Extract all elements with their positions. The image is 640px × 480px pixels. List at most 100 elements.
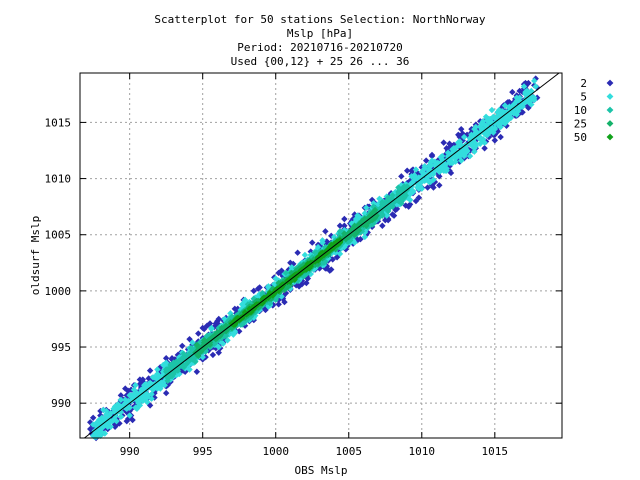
scatter-point: [341, 215, 348, 223]
scatter-point: [415, 194, 423, 201]
scatter-point: [218, 330, 225, 337]
scatter-point: [168, 366, 176, 373]
y-tick-label: 1000: [45, 285, 72, 298]
diagonal-line: [84, 72, 560, 439]
scatter-point: [379, 206, 386, 214]
scatter-point: [453, 143, 461, 151]
legend-marker: [606, 133, 614, 141]
scatter-point: [107, 410, 114, 417]
scatter-point: [513, 111, 520, 118]
scatter-point: [238, 301, 246, 308]
scatter-point: [531, 77, 538, 85]
scatter-point: [469, 133, 477, 141]
scatter-point: [117, 413, 125, 420]
scatter-point: [462, 145, 469, 152]
scatter-point: [244, 315, 252, 323]
scatter-point: [154, 366, 161, 373]
scatter-point: [200, 337, 208, 344]
scatter-point: [472, 123, 480, 131]
scatter-point: [421, 163, 428, 170]
legend-label: 2: [580, 77, 587, 90]
scatter-point: [303, 279, 310, 287]
scatter-point: [507, 114, 515, 122]
scatter-point: [219, 340, 227, 347]
scatter-point: [95, 416, 103, 424]
scatter-point: [408, 182, 415, 189]
scatter-point: [126, 412, 133, 419]
scatter-point: [458, 125, 465, 133]
scatter-point: [368, 216, 376, 224]
scatter-point: [341, 222, 348, 229]
scatter-point: [122, 396, 129, 404]
legend-marker: [606, 79, 614, 87]
scatter-point: [444, 156, 452, 163]
scatter-point: [351, 239, 358, 246]
scatter-point: [127, 397, 135, 405]
scatter-point: [485, 133, 493, 141]
scatter-point: [532, 83, 539, 90]
scatter-point: [428, 151, 436, 159]
scatter-point: [91, 428, 98, 435]
scatter-point: [348, 220, 355, 227]
x-tick-label: 990: [120, 445, 140, 458]
scatter-point: [477, 140, 484, 147]
scatter-point: [490, 113, 497, 120]
scatter-point: [351, 219, 358, 226]
scatter-point: [395, 197, 402, 205]
scatter-point: [103, 413, 110, 420]
scatter-point: [501, 102, 509, 109]
scatter-point: [466, 134, 474, 142]
chart-title: Scatterplot for 50 stations Selection: N…: [154, 13, 486, 68]
y-tick-label: 1015: [45, 116, 72, 129]
scatter-point: [402, 202, 409, 209]
y-tick-label: 1005: [45, 229, 72, 242]
scatter-point: [97, 432, 104, 439]
scatter-point: [250, 287, 258, 295]
scatter-point: [141, 384, 148, 391]
scatter-point: [345, 230, 352, 237]
title-line: Used {00,12} + 25 26 ... 36: [231, 55, 410, 68]
scatter-point: [398, 173, 405, 180]
scatter-point: [117, 392, 125, 399]
scatter-point: [403, 167, 411, 174]
scatter-point: [443, 167, 450, 174]
scatter-point: [514, 105, 522, 113]
scatter-point: [446, 140, 453, 147]
scatter-point: [439, 152, 446, 160]
scatter-point: [256, 284, 263, 291]
scatter-point: [427, 163, 434, 170]
scatter-point: [522, 96, 529, 104]
scatter-point: [208, 324, 215, 332]
scatter-point: [132, 404, 139, 411]
scatter-point: [460, 151, 468, 159]
scatter-point: [449, 146, 456, 153]
scatter-point: [427, 178, 434, 186]
scatter-point: [522, 88, 529, 96]
scatter-point: [142, 380, 149, 388]
scatter-point: [154, 370, 161, 378]
scatter-point: [89, 414, 97, 421]
scatter-point: [236, 316, 243, 324]
scatter-point: [164, 377, 171, 384]
scatter-point: [275, 301, 282, 308]
scatter-point: [132, 382, 139, 389]
scatter-point: [323, 247, 331, 254]
scatter-point: [349, 225, 357, 233]
scatter-point: [203, 332, 211, 339]
scatter-point: [460, 133, 468, 141]
scatter-point: [484, 116, 491, 124]
scatter-point: [148, 391, 155, 398]
scatter-point: [336, 239, 344, 246]
scatter-point: [298, 266, 306, 273]
scatter-point: [357, 236, 364, 243]
scatter-point: [463, 147, 471, 154]
scatter-point: [455, 139, 462, 146]
title-line: Period: 20210716-20210720: [237, 41, 403, 54]
scatter-point: [479, 136, 487, 143]
scatter-point: [328, 266, 335, 273]
scatter-point: [363, 204, 370, 211]
scatter-point: [148, 395, 155, 402]
legend-marker: [606, 106, 614, 114]
scatter-point: [472, 140, 480, 147]
